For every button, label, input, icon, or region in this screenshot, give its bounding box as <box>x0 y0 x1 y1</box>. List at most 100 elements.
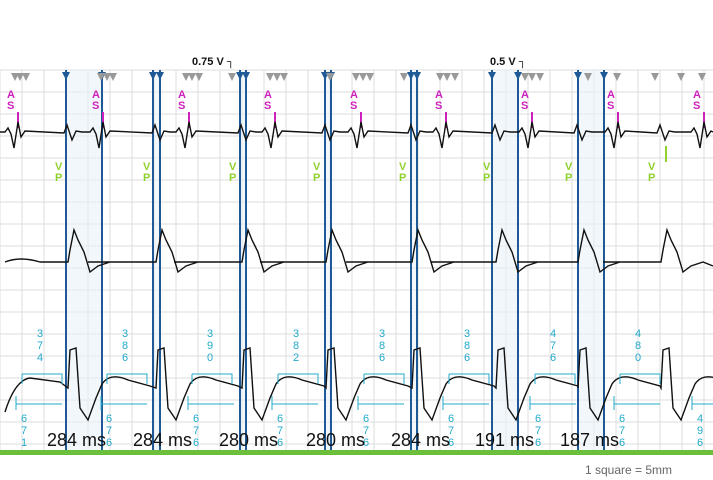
cursor-marker <box>149 72 157 80</box>
ventricular-marker: V <box>565 161 573 173</box>
lead-marker <box>97 73 105 81</box>
atrial-marker: S <box>521 100 528 112</box>
va-interval-value: 7 <box>106 425 112 437</box>
interval-label: 284 ms <box>47 430 106 450</box>
av-bracket <box>277 373 319 384</box>
va-interval-value: 7 <box>277 425 283 437</box>
va-bracket <box>357 396 404 410</box>
ventricular-marker: P <box>565 172 572 184</box>
va-interval-value: 6 <box>363 437 369 449</box>
lead-marker <box>400 73 408 81</box>
lead-marker <box>451 73 459 81</box>
av-interval-value: 8 <box>293 340 299 352</box>
av-interval-value: 8 <box>122 340 128 352</box>
cursor-marker <box>488 72 496 80</box>
lead-marker <box>443 73 451 81</box>
lead-marker <box>16 73 24 81</box>
va-interval-value: 6 <box>619 413 625 425</box>
av-interval-value: 6 <box>379 352 385 364</box>
va-interval-value: 7 <box>363 425 369 437</box>
lead-marker <box>326 73 334 81</box>
va-interval-value: 6 <box>363 413 369 425</box>
cursor-marker <box>156 72 164 80</box>
ventricular-marker: V <box>143 161 151 173</box>
va-bracket <box>187 396 234 410</box>
ventricular-marker: P <box>313 172 320 184</box>
av-interval-value: 6 <box>464 352 470 364</box>
av-interval-value: 6 <box>122 352 128 364</box>
lead-marker <box>22 73 30 81</box>
va-interval-value: 6 <box>448 437 454 449</box>
cursor-marker <box>413 72 421 80</box>
cursor-marker <box>600 72 608 80</box>
va-bracket <box>15 396 62 410</box>
av-bracket <box>21 373 63 384</box>
va-interval-value: 9 <box>697 425 703 437</box>
cursor-marker <box>242 72 250 80</box>
va-interval-value: 6 <box>535 413 541 425</box>
atrial-marker: S <box>435 100 442 112</box>
av-interval-value: 8 <box>379 340 385 352</box>
va-interval-value: 1 <box>21 437 27 449</box>
trace-atrial <box>0 121 713 149</box>
atrial-marker: A <box>92 89 100 101</box>
lead-marker <box>521 73 529 81</box>
va-interval-value: 7 <box>448 425 454 437</box>
lead-marker <box>266 73 274 81</box>
voltage-label: 0.5 V ┐ <box>490 56 527 69</box>
va-bracket <box>442 396 489 410</box>
av-interval-value: 4 <box>635 328 641 340</box>
ventricular-marker: V <box>648 161 656 173</box>
va-bracket <box>100 396 147 410</box>
cursor-band <box>240 70 246 452</box>
ventricular-marker: V <box>399 161 407 173</box>
lead-marker <box>698 73 706 81</box>
atrial-marker: A <box>521 89 529 101</box>
lead-marker <box>366 73 374 81</box>
ventricular-marker: V <box>229 161 237 173</box>
av-interval-value: 0 <box>207 352 213 364</box>
interval-label: 187 ms <box>560 430 619 450</box>
lead-marker <box>188 73 196 81</box>
baseline-bar <box>0 450 713 455</box>
va-interval-value: 6 <box>697 437 703 449</box>
ventricular-marker: V <box>55 161 63 173</box>
atrial-marker: A <box>178 89 186 101</box>
av-interval-value: 6 <box>550 352 556 364</box>
atrial-marker: A <box>693 89 701 101</box>
atrial-marker: S <box>178 100 185 112</box>
lead-marker <box>195 73 203 81</box>
cursor-band <box>578 70 604 452</box>
lead-marker <box>352 73 360 81</box>
va-interval-value: 6 <box>277 413 283 425</box>
cursor-marker <box>62 72 70 80</box>
va-interval-value: 6 <box>106 437 112 449</box>
va-interval-value: 6 <box>193 413 199 425</box>
ventricular-marker: P <box>648 172 655 184</box>
voltage-label: 0.75 V ┐ <box>192 56 235 69</box>
av-interval-value: 0 <box>635 352 641 364</box>
cursor-marker <box>574 72 582 80</box>
va-interval-value: 7 <box>193 425 199 437</box>
lead-marker <box>436 73 444 81</box>
atrial-marker: S <box>92 100 99 112</box>
ventricular-marker: P <box>229 172 236 184</box>
lead-marker <box>536 73 544 81</box>
av-interval-value: 7 <box>550 340 556 352</box>
lead-marker <box>613 73 621 81</box>
av-interval-value: 8 <box>635 340 641 352</box>
cursor-band <box>66 70 102 452</box>
va-interval-value: 6 <box>448 413 454 425</box>
atrial-marker: A <box>350 89 358 101</box>
av-interval-value: 3 <box>37 328 43 340</box>
av-interval-value: 9 <box>207 340 213 352</box>
lead-marker <box>528 73 536 81</box>
atrial-marker: A <box>435 89 443 101</box>
lead-marker <box>109 73 117 81</box>
va-interval-value: 4 <box>697 413 703 425</box>
scale-note: 1 square = 5mm <box>585 463 672 477</box>
va-interval-value: 6 <box>193 437 199 449</box>
va-interval-value: 6 <box>277 437 283 449</box>
av-bracket <box>191 373 233 384</box>
